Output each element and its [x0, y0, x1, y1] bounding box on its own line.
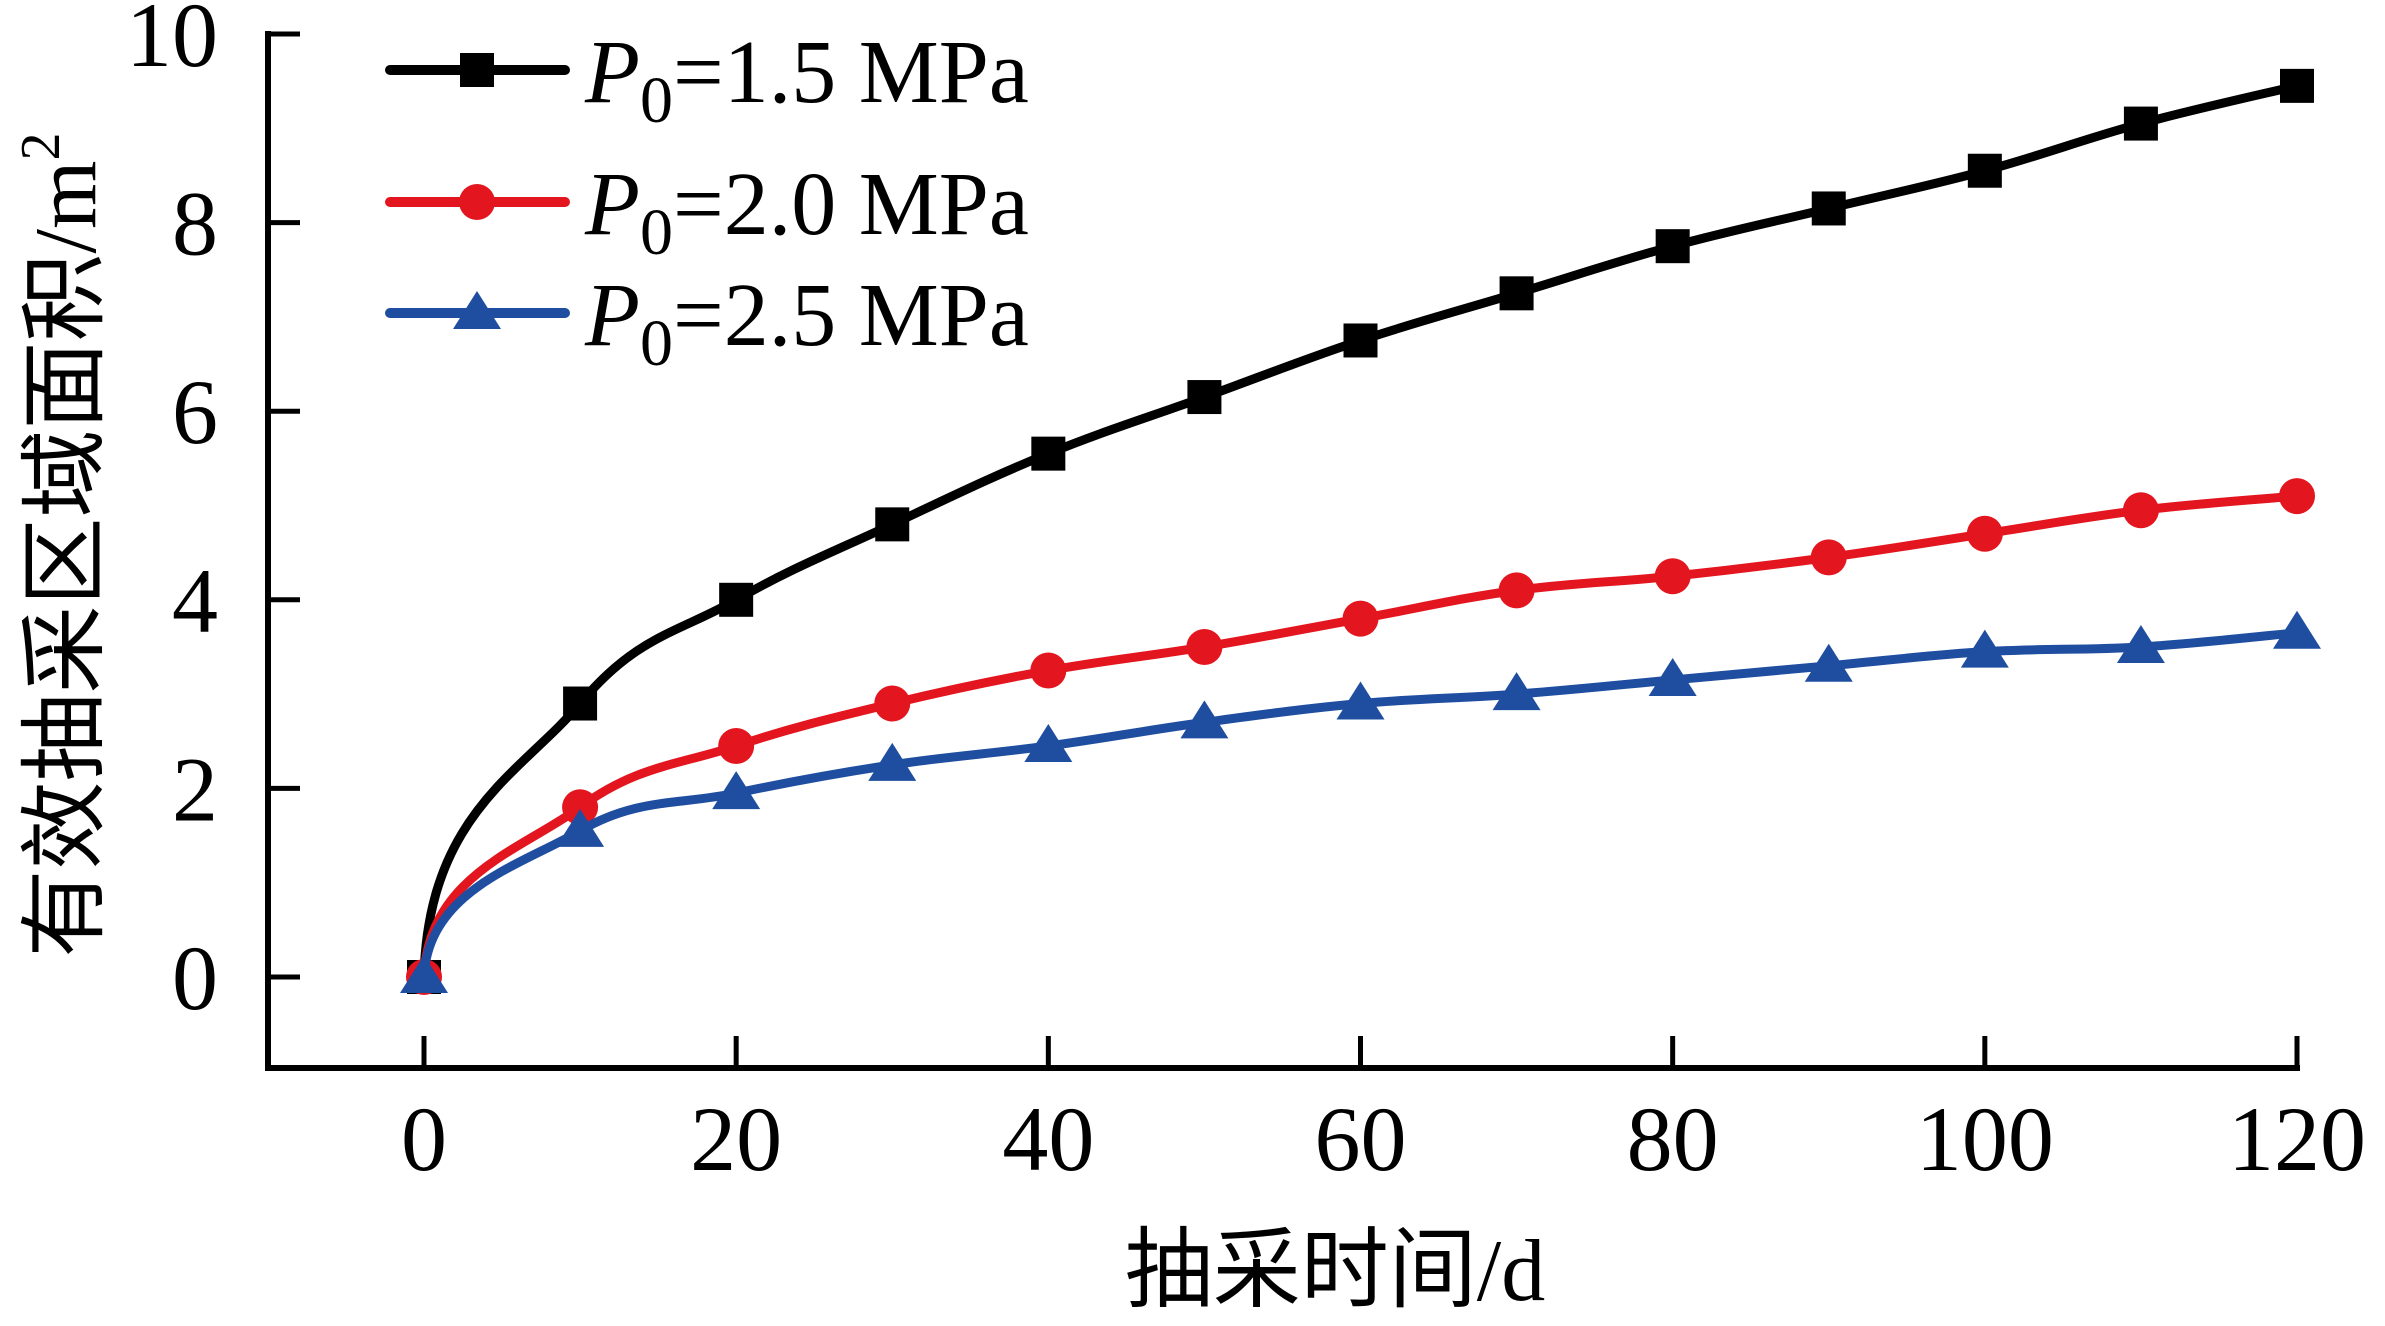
data-point [1492, 672, 1541, 711]
data-point [1343, 323, 1378, 358]
x-tick-label: 100 [1916, 1088, 2054, 1190]
axes [265, 31, 2300, 1071]
data-point [874, 685, 911, 722]
x-tick-label: 120 [2228, 1088, 2366, 1190]
data-point [1030, 652, 1067, 689]
series-square [407, 68, 2314, 994]
data-point [2122, 492, 2159, 529]
legend-item: P0=2.5 MPa [385, 266, 1029, 380]
legend-marker [459, 184, 495, 220]
data-point [2280, 68, 2314, 103]
data-point [1180, 700, 1229, 739]
data-point [1804, 643, 1853, 682]
data-point [1655, 229, 1690, 264]
x-tick-label: 80 [1627, 1088, 1719, 1190]
legend-item: P0=1.5 MPa [385, 23, 1029, 137]
data-point [563, 686, 598, 721]
series-triangle [400, 610, 2321, 993]
data-point [1187, 380, 1222, 415]
x-tick-label: 40 [1002, 1088, 1094, 1190]
legend-marker [453, 291, 501, 329]
data-point [562, 789, 599, 826]
data-point [556, 808, 605, 847]
data-point [1336, 681, 1385, 720]
data-point [1024, 723, 1073, 762]
data-point [1811, 191, 1846, 226]
data-point [712, 771, 761, 810]
legend-item: P0=2.0 MPa [385, 155, 1029, 269]
legend-label: P0=1.5 MPa [584, 23, 1029, 137]
data-point [2116, 624, 2165, 663]
x-ticks: 0 20 40 60 80 100 120 [401, 1036, 2366, 1190]
data-point [1960, 629, 2009, 668]
series-circle [406, 478, 2315, 995]
y-tick-label: 8 [172, 173, 218, 275]
y-tick-label: 0 [172, 927, 218, 1029]
y-tick-label: 4 [172, 550, 218, 652]
data-point [400, 955, 448, 993]
x-axis-title: 抽采时间/d [1125, 1223, 1545, 1320]
data-point [1648, 657, 1697, 696]
legend-label: P0=2.5 MPa [584, 266, 1029, 380]
y-tick-label: 2 [172, 738, 218, 840]
x-tick-label: 20 [690, 1088, 782, 1190]
series-line [419, 491, 2302, 982]
y-ticks: 0 2 4 6 8 10 [126, 0, 300, 1029]
legend-marker [460, 53, 494, 87]
y-axis-title-sup: 2 [10, 133, 72, 161]
data-point [1186, 628, 1223, 665]
data-point [1967, 153, 2002, 188]
svg-text:有效抽采区域面积/m2: 有效抽采区域面积/m2 [10, 133, 115, 958]
series-group [400, 68, 2321, 995]
y-tick-label: 6 [172, 361, 218, 463]
data-point [2279, 478, 2315, 515]
x-tick-label: 0 [401, 1088, 447, 1190]
x-tick-label: 60 [1315, 1088, 1407, 1190]
data-point [1966, 515, 2003, 552]
data-point [875, 507, 910, 542]
data-point [1031, 436, 1066, 471]
y-tick-label: 10 [126, 0, 218, 86]
y-axis-title-main: 有效抽采区域面积/m [18, 161, 115, 958]
data-point [2273, 610, 2321, 649]
data-point [719, 582, 754, 617]
data-point [2123, 106, 2158, 141]
data-point [1654, 558, 1691, 595]
data-point [718, 727, 755, 764]
y-axis-title: 有效抽采区域面积/m2 [10, 133, 115, 958]
data-point [1342, 600, 1379, 637]
data-point [868, 742, 917, 781]
data-point [1498, 572, 1535, 609]
data-point [1499, 276, 1534, 311]
legend-label: P0=2.0 MPa [584, 155, 1029, 269]
data-point [1810, 539, 1847, 576]
